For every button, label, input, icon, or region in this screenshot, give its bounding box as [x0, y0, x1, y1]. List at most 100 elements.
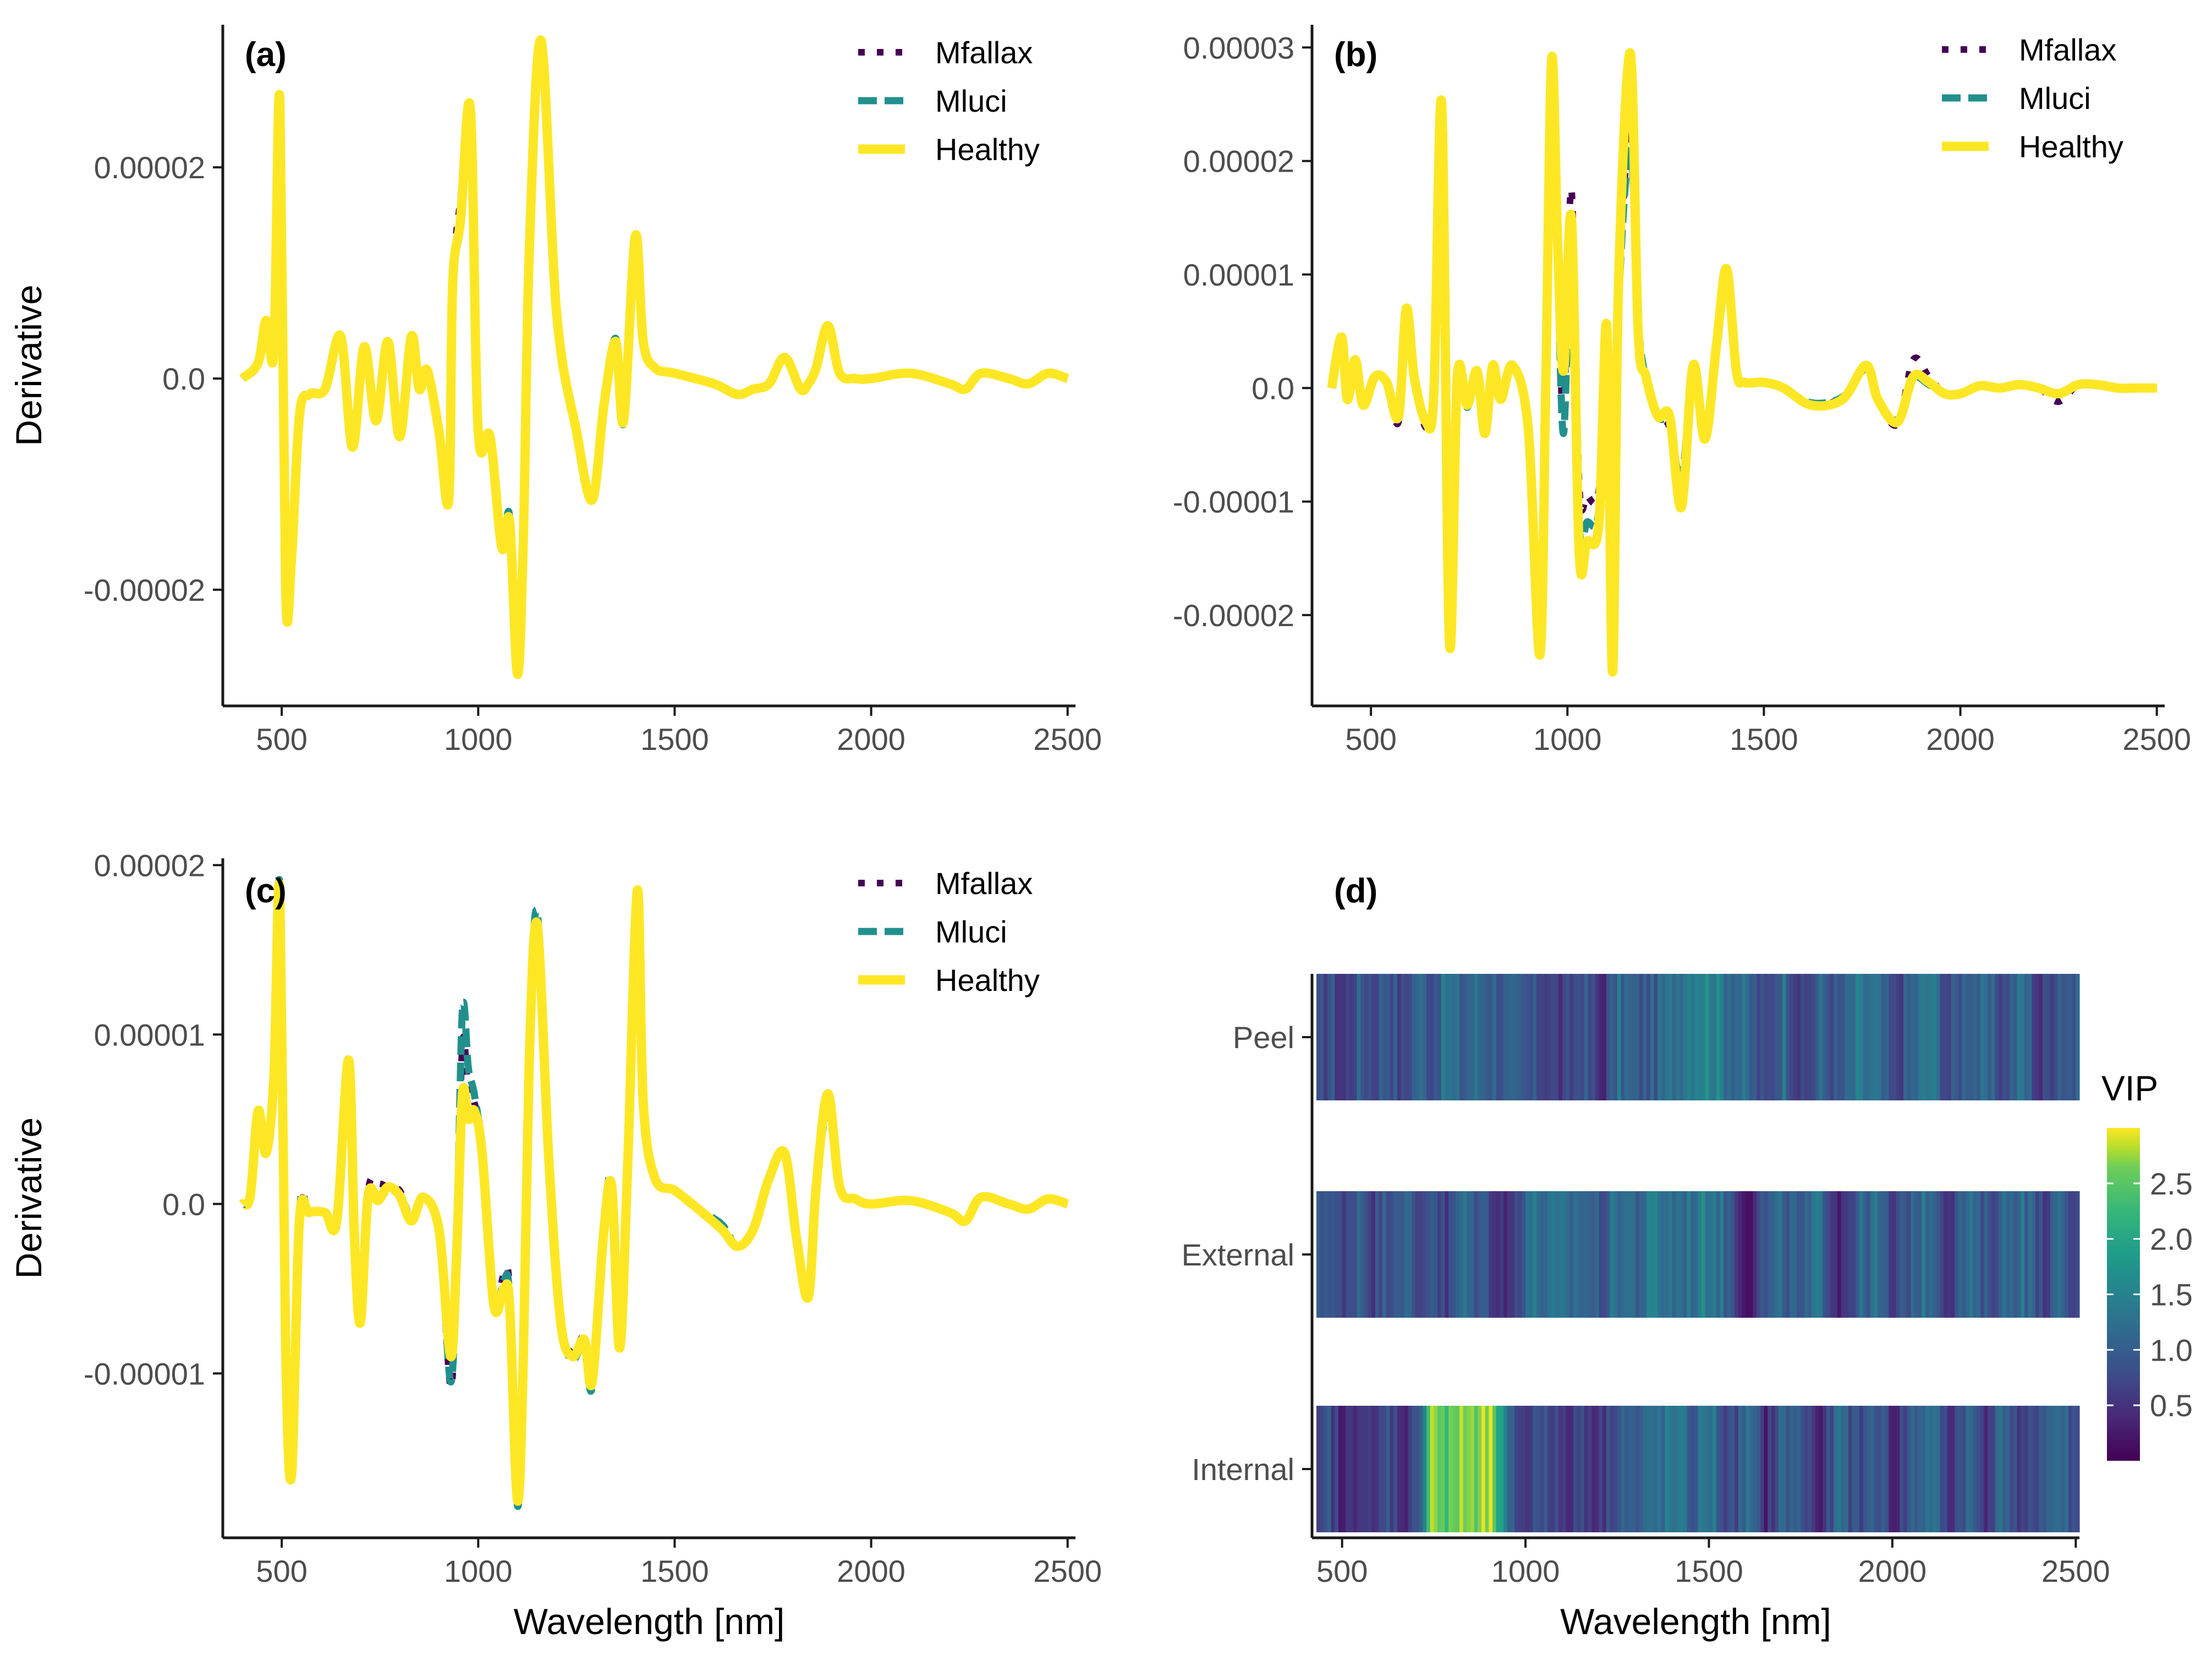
- heatmap-cell: [1746, 1406, 1750, 1532]
- heatmap-cell: [1324, 1406, 1328, 1532]
- heatmap-cell: [2021, 974, 2025, 1100]
- heatmap-cell: [1610, 1406, 1614, 1532]
- heatmap-cell: [1500, 1406, 1504, 1532]
- heatmap-cell: [1870, 1406, 1875, 1532]
- heatmap-cell: [1507, 1406, 1512, 1532]
- heatmap-cell: [1991, 1191, 1996, 1318]
- heatmap-cell: [1881, 1406, 1886, 1532]
- heatmap-cell: [1555, 1191, 1559, 1318]
- heatmap-cell: [1837, 974, 1842, 1100]
- heatmap-cell: [1591, 974, 1596, 1100]
- heatmap-cell: [1661, 1406, 1666, 1532]
- heatmap-cell: [1701, 1191, 1706, 1318]
- heatmap-cell: [2050, 1191, 2054, 1318]
- y-tick-label: 0.00002: [94, 848, 205, 883]
- heatmap-cell: [1918, 1406, 1922, 1532]
- heatmap-cell: [2065, 974, 2069, 1100]
- heatmap-cell: [1584, 1406, 1589, 1532]
- heatmap-cell: [1621, 1406, 1625, 1532]
- heatmap-cell: [1830, 974, 1834, 1100]
- heatmap-cell: [1338, 1406, 1343, 1532]
- heatmap-cell: [1984, 1191, 1988, 1318]
- heatmap-cell: [2010, 974, 2014, 1100]
- heatmap-cell: [1701, 974, 1706, 1100]
- heatmap-cell: [1845, 974, 1849, 1100]
- heatmap-cell: [1786, 974, 1790, 1100]
- y-tick-label-internal: Internal: [1192, 1452, 1294, 1487]
- heatmap-cell: [1837, 1191, 1842, 1318]
- heatmap-cell: [1657, 974, 1662, 1100]
- heatmap-cell: [1562, 974, 1567, 1100]
- heatmap-cell: [1863, 974, 1867, 1100]
- heatmap-cell: [1599, 1406, 1603, 1532]
- heatmap-cell: [1353, 1191, 1357, 1318]
- heatmap-cell: [1694, 1406, 1699, 1532]
- heatmap-cell: [1463, 974, 1467, 1100]
- heatmap-cell: [2010, 1406, 2014, 1532]
- heatmap-cell: [1492, 1191, 1497, 1318]
- x-tick-label: 500: [1345, 722, 1396, 757]
- heatmap-cell: [1668, 1406, 1673, 1532]
- heatmap-cell: [1815, 974, 1820, 1100]
- heatmap-cell: [1819, 1406, 1823, 1532]
- heatmap-cell: [1738, 974, 1743, 1100]
- heatmap-cell: [2057, 1406, 2062, 1532]
- heatmap-cell: [1456, 974, 1460, 1100]
- heatmap-cell: [1382, 974, 1387, 1100]
- heatmap-cell: [1371, 1406, 1376, 1532]
- heatmap-cell: [1437, 1406, 1442, 1532]
- heatmap-cell: [1500, 1191, 1504, 1318]
- heatmap-cell: [1837, 1406, 1842, 1532]
- heatmap-cell: [1940, 1406, 1944, 1532]
- heatmap-cell: [2013, 1406, 2018, 1532]
- heatmap-cell: [1650, 1191, 1655, 1318]
- x-tick-label: 1000: [1491, 1554, 1560, 1588]
- heatmap-cell: [1808, 1191, 1812, 1318]
- heatmap-cell: [1514, 1406, 1519, 1532]
- heatmap-cell: [1320, 1191, 1324, 1318]
- heatmap-cell: [1624, 1406, 1629, 1532]
- heatmap-cell: [1775, 1406, 1779, 1532]
- heatmap-cell: [1624, 1191, 1629, 1318]
- heatmap-cell: [1360, 1406, 1365, 1532]
- heatmap-cell: [1639, 974, 1644, 1100]
- heatmap-cell: [1379, 974, 1383, 1100]
- series-line-healthy: [1327, 48, 2157, 677]
- heatmap-cell: [1382, 1191, 1387, 1318]
- heatmap-cell: [1602, 974, 1607, 1100]
- heatmap-cell: [1379, 1406, 1383, 1532]
- heatmap-cell: [1404, 1191, 1409, 1318]
- heatmap-cell: [1764, 1406, 1768, 1532]
- heatmap-cell: [1408, 1406, 1412, 1532]
- heatmap-cell: [1977, 1191, 1981, 1318]
- heatmap-cell: [1467, 1191, 1471, 1318]
- heatmap-cell: [1845, 1406, 1849, 1532]
- heatmap-cell: [1536, 974, 1541, 1100]
- panel-tag: (a): [245, 36, 287, 74]
- heatmap-cell: [1423, 974, 1427, 1100]
- heatmap-cell: [1690, 1191, 1695, 1318]
- heatmap-cell: [1412, 1406, 1416, 1532]
- heatmap-cell: [1973, 974, 1977, 1100]
- panel-tag: (b): [1334, 36, 1377, 74]
- heatmap-cell: [1969, 974, 1974, 1100]
- heatmap-cell: [1430, 1191, 1434, 1318]
- heatmap-cell: [2017, 1191, 2021, 1318]
- heatmap-cell: [1437, 974, 1442, 1100]
- heatmap-cell: [1606, 1191, 1611, 1318]
- heatmap-cell: [1966, 1406, 1970, 1532]
- heatmap-cell: [1812, 1191, 1816, 1318]
- heatmap-cell: [1782, 1406, 1787, 1532]
- heatmap-cell: [1496, 1191, 1500, 1318]
- colorbar: VIP 0.5 1.0 1.5 2.0 2.5: [2101, 1068, 2193, 1461]
- heatmap-cell: [1584, 974, 1589, 1100]
- heatmap-cell: [1878, 974, 1882, 1100]
- heatmap-cell: [2076, 1406, 2080, 1532]
- heatmap-cell: [1742, 1406, 1746, 1532]
- heatmap-cell: [1874, 1191, 1878, 1318]
- heatmap-cell: [1962, 1191, 1966, 1318]
- heatmap-cell: [1441, 974, 1445, 1100]
- heatmap-cell: [1650, 974, 1655, 1100]
- heatmap-cell: [1889, 1406, 1893, 1532]
- heatmap-cell: [1760, 1406, 1765, 1532]
